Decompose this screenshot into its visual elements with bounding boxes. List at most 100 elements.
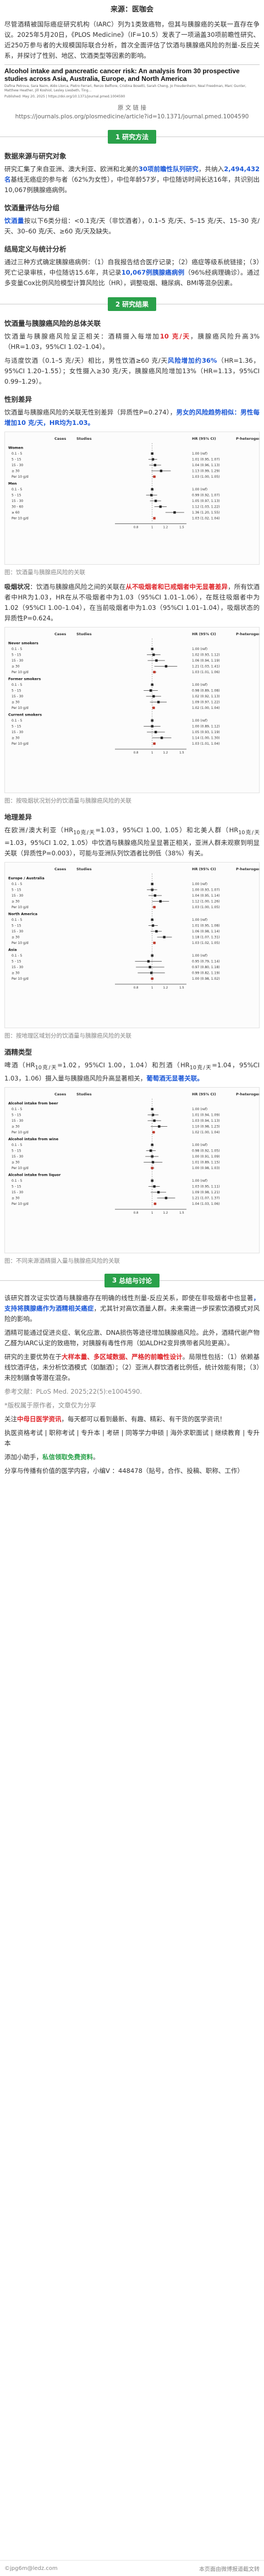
forest-hr-value: 1.18 (1.07, 1.31) [192, 936, 219, 940]
forest-hr-value: 1.00 (ref) [192, 719, 207, 723]
forest-point [147, 960, 150, 963]
forest-hr-value: 1.00 (ref) [192, 488, 207, 492]
forest-row-label: 0.1 - 5 [12, 683, 23, 687]
forest-point [151, 1160, 155, 1164]
forest-point [159, 900, 162, 903]
forest-hr-value: 1.12 (1.03, 1.22) [192, 505, 219, 509]
forest-hr-value: 1.09 (0.97, 1.22) [192, 701, 219, 705]
citation-link[interactable]: https://journals.plos.org/plosmedicine/a… [15, 113, 249, 120]
forest-tick-label: 1.5 [179, 1211, 184, 1215]
forest-hr-value: 1.01 (0.95, 1.07) [192, 458, 219, 462]
forest-hr-value: 0.98 (0.92, 1.05) [192, 1149, 219, 1153]
text: ，每天都可以看到最新、有趣、精彩、有干货的医学资讯！ [61, 1415, 226, 1423]
reference: 参考文献：PLoS Med. 2025;22(5):e1004590. [4, 1387, 142, 1395]
forest-hr-value: 1.05 (0.97, 1.13) [192, 499, 219, 503]
assistant-paragraph: 添加小助手，私信领取免费资料。 [0, 1452, 264, 1462]
highlight: 饮酒量 [4, 217, 24, 225]
forest-row-label: 0.1 - 5 [12, 882, 23, 886]
text: ，胰腺癌风险升高3%（HR=1.03，95%CI 1.02–1.04）。 [4, 332, 260, 351]
results-paragraph-2: 与适度饮酒（0.1–5 克/天）相比，男性饮酒≥60 克/天风险增加约36%（H… [0, 356, 264, 387]
forest-header-label: P-heterogeneity [236, 1092, 259, 1096]
forest-hr-value: 1.03 (1.00, 1.05) [192, 905, 219, 909]
forest-tick-label: 1.5 [179, 751, 184, 755]
forest-header-label: HR (95% CI) [192, 436, 216, 441]
highlight: 10 克/天 [160, 332, 190, 340]
heading-exposure: 饮酒量评估与分组 [4, 204, 60, 212]
forest-point [153, 517, 156, 520]
highlight[interactable]: 中母日医学资讯 [17, 1415, 62, 1423]
forest-hr-value: 1.10 (0.98, 1.23) [192, 1125, 219, 1128]
text: 基线无癌症的参与者（62%为女性），中位年龄57岁，中位随访时间长达16年，共识… [4, 176, 260, 194]
forest-group-label: Asia [8, 948, 17, 952]
forest-hr-value: 1.06 (0.94, 1.19) [192, 659, 219, 663]
section-results-header: 2 研究结果 [0, 297, 264, 311]
text: 研究的主要优势在于 [4, 1352, 62, 1361]
forest-point [151, 452, 153, 455]
forest-point [154, 730, 157, 734]
highlight: 大样本量、多区域数据、严格的前瞻性设计 [62, 1352, 183, 1361]
forest-header-label: HR (95% CI) [192, 1092, 216, 1096]
section-methods-header: 1 研究方法 [0, 130, 264, 144]
forest-plot-beverage: Cases Studies HR (95% CI) P-heterogeneity Al… [4, 1087, 260, 1253]
section-label: 1 研究方法 [107, 130, 157, 144]
forest-hr-value: 1.03 (1.01, 1.06) [192, 670, 219, 674]
forest-row-label: Per 10 g/d [12, 941, 29, 945]
figure-caption: 图：不同来源酒精摄入量与胰腺癌风险的关联 [4, 1257, 120, 1264]
forest-row-label: 5 - 15 [12, 924, 21, 928]
forest-row-label: 15 - 30 [12, 659, 23, 663]
forest-header-label: Studies [76, 1092, 92, 1096]
forest-group-label: Alcohol intake from liquor [8, 1172, 61, 1177]
text: 关注 [4, 1415, 17, 1423]
text: 。局限性包括：（1）依赖基线饮酒评估，未分析饮酒模式（如酗酒）；（2）亚洲人群饮… [4, 1352, 260, 1382]
forest-hr-value: 1.00 (ref) [192, 954, 207, 958]
article-source: 来源：医咖会 [110, 6, 153, 14]
forest-hr-value: 1.05 (0.93, 1.19) [192, 730, 219, 734]
text: ，尤其针对高饮酒量人群。未来需进一步探索饮酒模式对风险的影响。 [4, 1304, 260, 1323]
methods-paragraph-1: 研究汇集了来自亚洲、澳大利亚、欧洲和北美的30项前瞻性队列研究，共纳入2,494… [0, 164, 264, 195]
forest-row-label: 0.1 - 5 [12, 719, 23, 723]
text: （HR=1.36，95%CI 1.20–1.55）；女性摄入≥30 克/天，胰腺… [4, 357, 260, 385]
forest-hr-value: 1.02 (0.93, 1.12) [192, 653, 219, 657]
highlight: 男女的风险趋势相似：男性每增加10 克/天，HR均为1.03。 [4, 408, 260, 427]
forest-hr-value: 0.99 (0.92, 1.07) [192, 494, 219, 498]
forest-hr-value: 1.00 (0.93, 1.07) [192, 888, 219, 892]
results-paragraph-4: 吸烟状况：饮酒与胰腺癌风险之间的关联在从不吸烟者和已戒烟者中无显著差异，所有饮酒… [0, 582, 264, 624]
text: （96%经病理确诊）。通过多变量Cox比例风险模型计算风险比（HR），调整吸烟、… [4, 269, 260, 287]
forest-point [152, 695, 155, 698]
forest-hr-value: 0.98 (0.89, 1.08) [192, 689, 219, 693]
forest-header-label: Studies [76, 436, 92, 441]
forest-point [148, 966, 151, 969]
forest-row-label: 0.1 - 5 [12, 954, 23, 958]
forest-hr-value: 0.97 (0.80, 1.18) [192, 965, 219, 969]
forest-hr-value: 1.04 (0.96, 1.13) [192, 463, 219, 467]
forest-point [150, 494, 153, 496]
forest-group-label: Men [8, 482, 17, 486]
forest-tick-label: 1.2 [163, 526, 168, 530]
forest-group-label: Current smokers [8, 713, 42, 717]
forest-row-label: Per 10 g/d [12, 670, 29, 674]
forest-tick-label: 1 [151, 986, 153, 990]
heading-sex: 性别差异 [4, 395, 32, 403]
forest-plot-sex: Cases Studies HR (95% CI) P-heterogeneity Wo… [4, 432, 260, 565]
forest-hr-value: 1.03 (0.94, 1.13) [192, 1119, 219, 1123]
highlight[interactable]: 私信领取免费资料 [42, 1453, 93, 1461]
forest-plot-svg: Cases Studies HR (95% CI) P-heterogeneity Al… [8, 1092, 259, 1215]
highlight: 从不吸烟者和已戒烟者中无显著差异 [125, 583, 228, 591]
forest-hr-value: 1.03 (0.95, 1.11) [192, 1185, 219, 1188]
text: 在欧洲/澳大利亚（HR [4, 826, 74, 834]
section-label: 2 研究结果 [107, 297, 157, 311]
forest-group-label: Alcohol intake from beer [8, 1101, 58, 1105]
forest-header-label: Cases [54, 1092, 66, 1096]
forest-point [164, 1196, 168, 1199]
forest-plot-svg: Cases Studies HR (95% CI) P-heterogeneity Eu… [8, 867, 259, 990]
forest-point [152, 1131, 155, 1133]
text: 吸烟状况 [4, 583, 30, 591]
text: 啤酒（HR [4, 1061, 35, 1069]
forest-point [158, 1125, 161, 1128]
forest-point [151, 647, 153, 651]
forest-group-label: Former smokers [8, 677, 41, 681]
forest-point [151, 1113, 155, 1116]
forest-row-label: 0.1 - 5 [12, 1143, 23, 1147]
forest-hr-value: 1.03 (1.02, 1.05) [192, 941, 219, 945]
paper-title: Alcohol intake and pancreatic cancer ris… [4, 67, 240, 83]
